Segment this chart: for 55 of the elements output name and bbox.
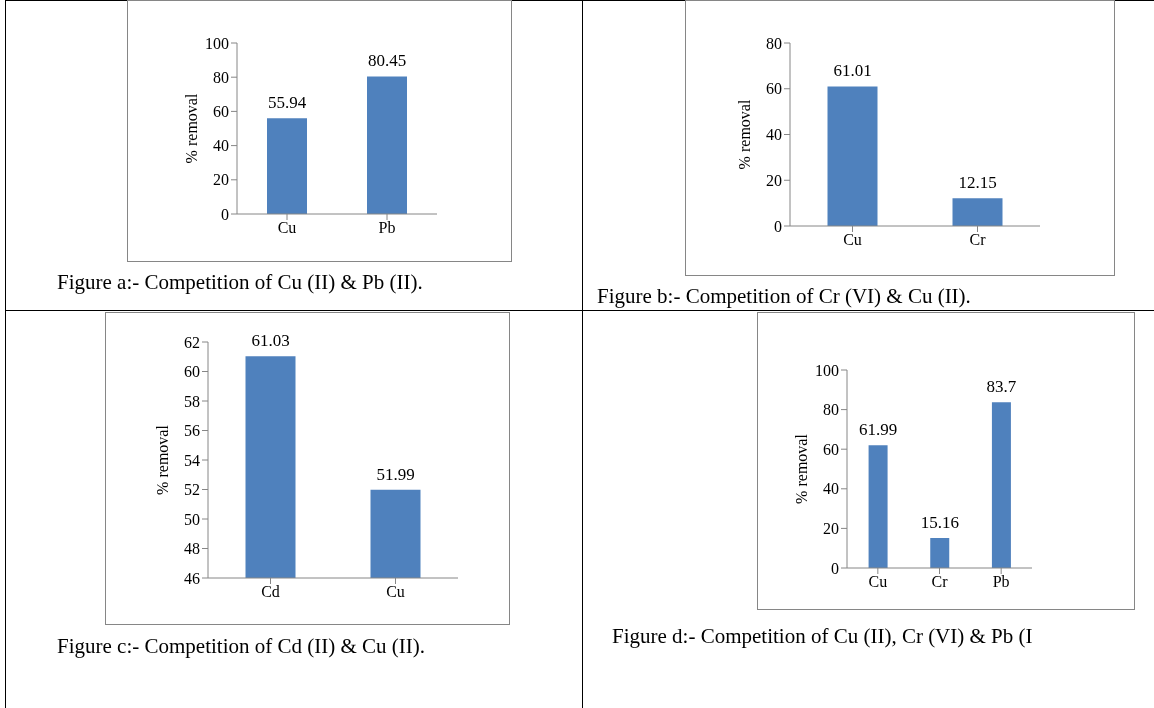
x-tick-label: Pb bbox=[378, 219, 396, 237]
data-label: 61.03 bbox=[251, 331, 290, 351]
data-label: 12.15 bbox=[958, 173, 997, 193]
data-label: 15.16 bbox=[920, 512, 959, 532]
text: Figure c:- Competition of Cd (II) & Cu (II). bbox=[57, 634, 426, 659]
data-label: 61.01 bbox=[833, 61, 872, 81]
y-tick-label: 40 bbox=[213, 137, 229, 155]
y-axis-title: % removal bbox=[735, 99, 753, 170]
y-tick-label: 52 bbox=[184, 481, 200, 499]
x-tick-label: Cr bbox=[969, 231, 987, 249]
bar bbox=[868, 445, 888, 568]
y-tick-label: 40 bbox=[823, 480, 839, 498]
y-tick-label: 20 bbox=[766, 171, 782, 189]
bar bbox=[930, 537, 950, 568]
text: Figure b:- Competition of Cr (VI) & Cu (II). bbox=[597, 284, 971, 309]
y-tick-label: 40 bbox=[766, 126, 782, 144]
x-tick-label: Cu bbox=[843, 231, 862, 249]
y-tick-label: 80 bbox=[823, 401, 839, 419]
y-tick-label: 60 bbox=[213, 103, 229, 121]
y-tick-label: 60 bbox=[823, 440, 839, 458]
bar bbox=[991, 402, 1011, 568]
y-tick-label: 0 bbox=[831, 559, 839, 577]
y-tick-label: 20 bbox=[823, 520, 839, 538]
data-label: 51.99 bbox=[376, 464, 415, 484]
y-tick-label: 0 bbox=[221, 205, 229, 223]
data-label: 83.7 bbox=[986, 377, 1017, 397]
y-tick-label: 62 bbox=[184, 333, 200, 351]
y-axis-title: % removal bbox=[153, 424, 171, 495]
y-tick-label: 58 bbox=[184, 392, 200, 410]
y-tick-label: 46 bbox=[184, 569, 200, 587]
y-tick-label: 50 bbox=[184, 510, 200, 528]
x-tick-label: Cu bbox=[277, 219, 297, 237]
x-tick-label: Cu bbox=[386, 583, 405, 601]
y-tick-label: 56 bbox=[184, 422, 200, 440]
y-tick-label: 100 bbox=[205, 34, 229, 52]
y-tick-label: 60 bbox=[766, 80, 782, 98]
y-tick-label: 60 bbox=[184, 363, 200, 381]
x-tick-label: Cu bbox=[868, 573, 888, 591]
x-tick-label: Pb bbox=[992, 573, 1010, 591]
x-tick-label: Cd bbox=[261, 583, 280, 601]
y-tick-label: 80 bbox=[213, 68, 229, 86]
y-tick-label: 54 bbox=[184, 451, 200, 469]
data-label: 55.94 bbox=[267, 93, 307, 113]
y-axis-title: % removal bbox=[792, 433, 810, 504]
text: Figure a:- Competition of Cu (II) & Pb (II). bbox=[57, 270, 423, 295]
text: Figure d:- Competition of Cu (II), Cr (VI) & Pb (I bbox=[612, 624, 1033, 649]
data-label: 80.45 bbox=[367, 51, 407, 71]
y-tick-label: 0 bbox=[774, 217, 782, 235]
y-tick-label: 80 bbox=[766, 34, 782, 52]
y-tick-label: 48 bbox=[184, 540, 200, 558]
y-axis-title: % removal bbox=[182, 93, 200, 164]
y-tick-label: 100 bbox=[815, 361, 839, 379]
data-label: 61.99 bbox=[858, 420, 898, 440]
x-tick-label: Cr bbox=[931, 573, 949, 591]
y-tick-label: 20 bbox=[213, 171, 229, 189]
